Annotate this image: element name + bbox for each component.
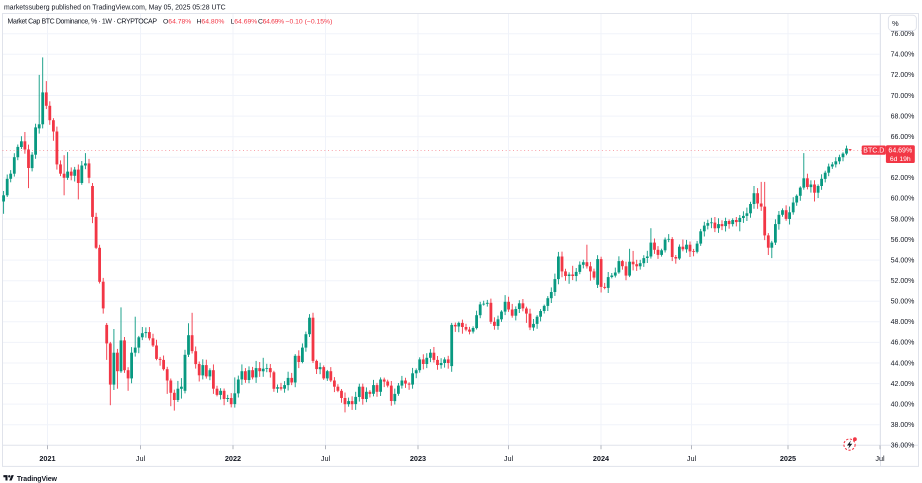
svg-text:C64.69%: C64.69% [258, 19, 284, 26]
svg-text:6d 19h: 6d 19h [890, 156, 911, 163]
svg-text:64.69%: 64.69% [888, 148, 912, 155]
svg-text:76.00%: 76.00% [891, 31, 915, 38]
svg-text:−0.10 (−0.15%): −0.10 (−0.15%) [286, 19, 333, 26]
svg-text:40.00%: 40.00% [891, 401, 915, 408]
svg-text:TradingView: TradingView [17, 476, 58, 483]
svg-text:%: % [892, 19, 899, 28]
svg-text:marketssuberg published on Tra: marketssuberg published on TradingView.c… [4, 4, 226, 11]
svg-text:O64.78%: O64.78% [163, 19, 191, 26]
svg-text:42.00%: 42.00% [891, 381, 915, 388]
svg-text:72.00%: 72.00% [891, 72, 915, 79]
svg-text:2025: 2025 [780, 454, 796, 463]
svg-text:BTC.D: BTC.D [863, 148, 884, 155]
svg-text:H64.80%: H64.80% [197, 19, 225, 26]
svg-text:70.00%: 70.00% [891, 93, 915, 100]
svg-text:Jul: Jul [687, 454, 697, 463]
svg-text:66.00%: 66.00% [891, 134, 915, 141]
svg-text:52.00%: 52.00% [891, 278, 915, 285]
svg-text:2022: 2022 [225, 454, 241, 463]
svg-text:L64.69%: L64.69% [231, 19, 258, 26]
svg-text:44.00%: 44.00% [891, 360, 915, 367]
svg-text:Jul: Jul [136, 454, 146, 463]
svg-text:36.00%: 36.00% [891, 443, 915, 450]
svg-text:68.00%: 68.00% [891, 113, 915, 120]
svg-text:46.00%: 46.00% [891, 340, 915, 347]
svg-text:2024: 2024 [593, 454, 610, 463]
svg-text:62.00%: 62.00% [891, 175, 915, 182]
svg-text:2021: 2021 [39, 454, 55, 463]
svg-text:54.00%: 54.00% [891, 257, 915, 264]
svg-text:Jul: Jul [504, 454, 514, 463]
svg-text:38.00%: 38.00% [891, 422, 915, 429]
svg-text:74.00%: 74.00% [891, 52, 915, 59]
svg-text:60.00%: 60.00% [891, 196, 915, 203]
svg-text:48.00%: 48.00% [891, 319, 915, 326]
svg-text:Jul: Jul [875, 454, 885, 463]
svg-text:Market Cap BTC Dominance, % ·: Market Cap BTC Dominance, % · 1W · CRYPT… [8, 19, 158, 26]
svg-text:2023: 2023 [410, 454, 426, 463]
svg-text:50.00%: 50.00% [891, 299, 915, 306]
svg-text:56.00%: 56.00% [891, 237, 915, 244]
svg-text:Jul: Jul [321, 454, 331, 463]
svg-text:58.00%: 58.00% [891, 216, 915, 223]
